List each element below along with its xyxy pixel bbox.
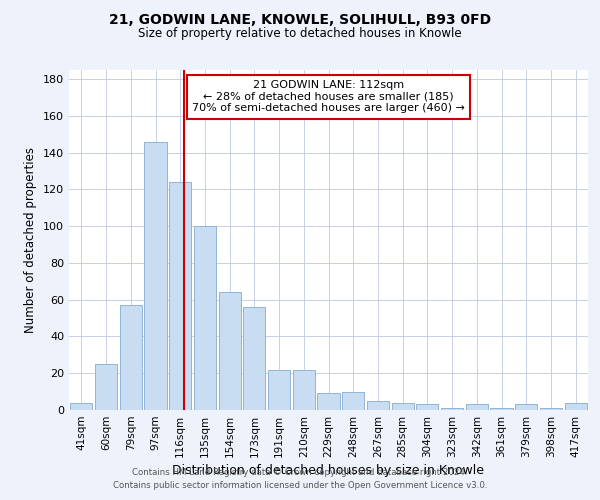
Text: Size of property relative to detached houses in Knowle: Size of property relative to detached ho…: [138, 28, 462, 40]
Bar: [342, 392, 364, 410]
Bar: [367, 401, 389, 410]
Bar: [95, 364, 117, 410]
Bar: [243, 307, 265, 410]
X-axis label: Distribution of detached houses by size in Knowle: Distribution of detached houses by size …: [173, 464, 485, 477]
Bar: [392, 402, 414, 410]
Bar: [416, 404, 439, 410]
Bar: [466, 404, 488, 410]
Bar: [490, 408, 512, 410]
Text: Contains HM Land Registry data © Crown copyright and database right 2024.: Contains HM Land Registry data © Crown c…: [132, 468, 468, 477]
Text: 21, GODWIN LANE, KNOWLE, SOLIHULL, B93 0FD: 21, GODWIN LANE, KNOWLE, SOLIHULL, B93 0…: [109, 12, 491, 26]
Bar: [218, 292, 241, 410]
Bar: [515, 404, 538, 410]
Bar: [293, 370, 315, 410]
Text: Contains public sector information licensed under the Open Government Licence v3: Contains public sector information licen…: [113, 482, 487, 490]
Bar: [268, 370, 290, 410]
Bar: [540, 408, 562, 410]
Bar: [565, 402, 587, 410]
Bar: [169, 182, 191, 410]
Y-axis label: Number of detached properties: Number of detached properties: [25, 147, 37, 333]
Bar: [119, 305, 142, 410]
Bar: [441, 408, 463, 410]
Bar: [70, 402, 92, 410]
Bar: [194, 226, 216, 410]
Bar: [145, 142, 167, 410]
Text: 21 GODWIN LANE: 112sqm
← 28% of detached houses are smaller (185)
70% of semi-de: 21 GODWIN LANE: 112sqm ← 28% of detached…: [192, 80, 465, 114]
Bar: [317, 394, 340, 410]
